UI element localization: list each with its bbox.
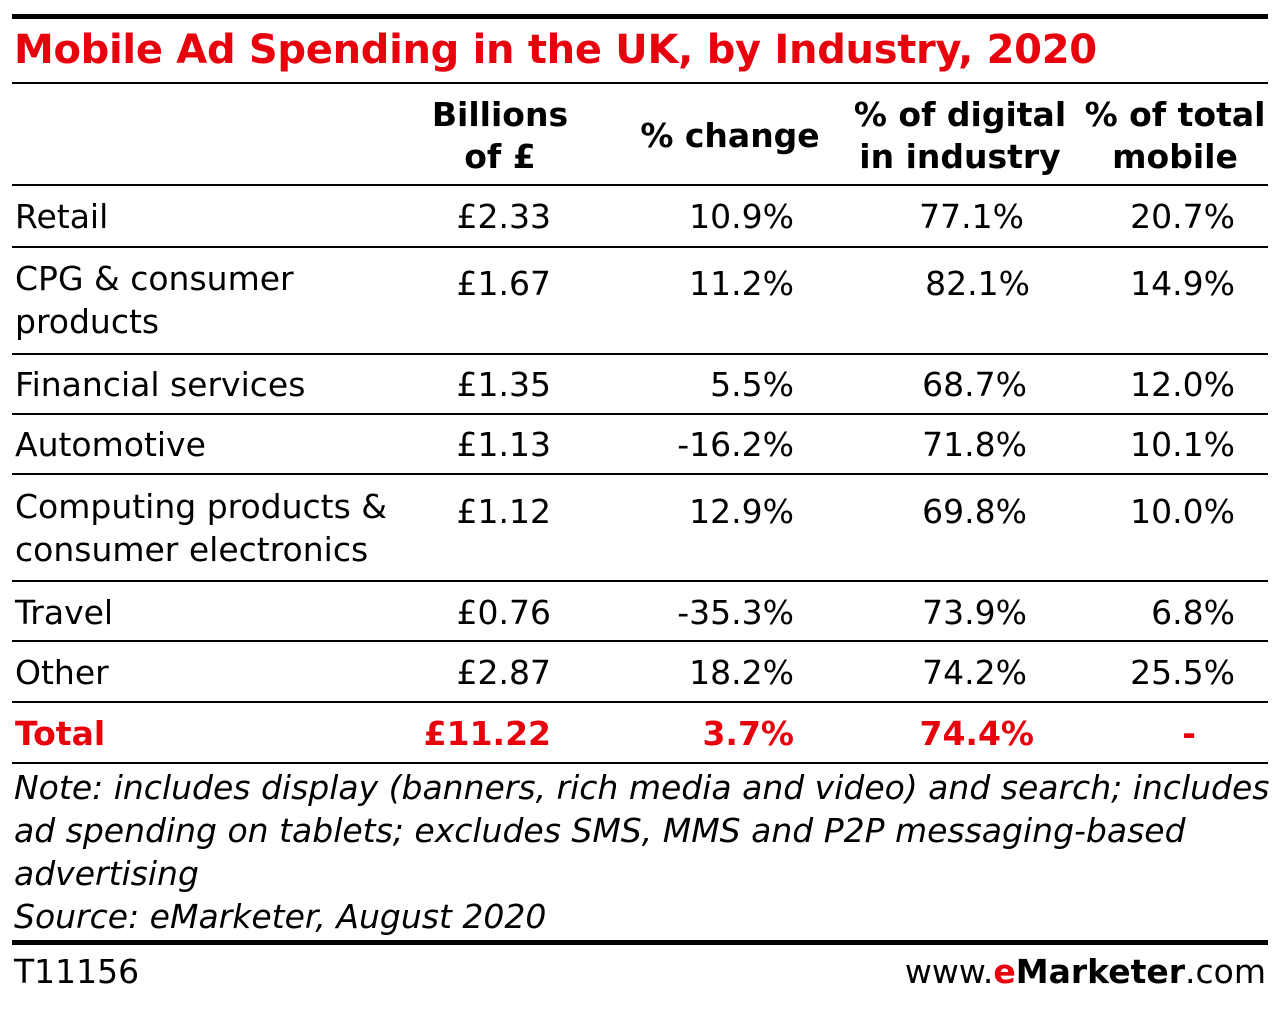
cell-computing-change: 12.9% bbox=[689, 492, 794, 531]
cell-financial-mobile: 12.0% bbox=[1130, 365, 1235, 404]
cell-financial-change: 5.5% bbox=[710, 365, 794, 404]
row-label-computing-line2: consumer electronics bbox=[15, 530, 369, 569]
note-line: ad spending on tablets; excludes SMS, MM… bbox=[14, 811, 1186, 850]
row-label-cpg: CPG & consumer products bbox=[15, 257, 294, 343]
row-label-travel: Travel bbox=[15, 593, 114, 632]
cell-total-billions: £11.22 bbox=[423, 714, 551, 753]
cell-other-billions: £2.87 bbox=[456, 653, 551, 692]
cell-financial-digital: 68.7% bbox=[922, 365, 1027, 404]
cell-total-digital: 74.4% bbox=[919, 714, 1035, 753]
cell-travel-digital: 73.9% bbox=[922, 593, 1027, 632]
row-divider bbox=[12, 413, 1268, 415]
header-total-mobile: % of total mobile bbox=[1080, 94, 1270, 178]
table-title: Mobile Ad Spending in the UK, by Industr… bbox=[14, 27, 1097, 73]
cell-cpg-billions: £1.67 bbox=[456, 264, 551, 303]
header-total-mobile-line1: % of total bbox=[1084, 95, 1266, 134]
row-label-cpg-line2: products bbox=[15, 302, 160, 341]
row-divider bbox=[12, 473, 1268, 475]
row-label-computing-line1: Computing products & bbox=[15, 487, 388, 526]
cell-other-digital: 74.2% bbox=[922, 653, 1027, 692]
brand-suffix: .com bbox=[1185, 952, 1266, 991]
row-label-financial: Financial services bbox=[15, 365, 306, 404]
cell-retail-digital: 77.1% bbox=[919, 197, 1024, 236]
brand-e: e bbox=[993, 952, 1016, 991]
row-divider bbox=[12, 640, 1268, 642]
cell-retail-change: 10.9% bbox=[689, 197, 794, 236]
note-line: Note: includes display (banners, rich me… bbox=[14, 768, 1270, 807]
title-rule bbox=[12, 82, 1268, 84]
cell-cpg-mobile: 14.9% bbox=[1130, 264, 1235, 303]
cell-total-change: 3.7% bbox=[702, 714, 794, 753]
note-line: advertising bbox=[14, 854, 199, 893]
header-rule bbox=[12, 184, 1268, 186]
brand-name: Marketer bbox=[1015, 952, 1186, 991]
header-billions-line2: of £ bbox=[464, 137, 536, 176]
cell-computing-mobile: 10.0% bbox=[1130, 492, 1235, 531]
cell-total-mobile: - bbox=[1182, 714, 1196, 753]
cell-cpg-digital: 82.1% bbox=[925, 264, 1030, 303]
cell-automotive-mobile: 10.1% bbox=[1130, 425, 1235, 464]
cell-retail-billions: £2.33 bbox=[456, 197, 551, 236]
top-rule bbox=[12, 14, 1268, 19]
header-billions: Billions of £ bbox=[425, 94, 575, 178]
cell-retail-mobile: 20.7% bbox=[1130, 197, 1235, 236]
cell-travel-billions: £0.76 bbox=[456, 593, 551, 632]
cell-travel-mobile: 6.8% bbox=[1151, 593, 1235, 632]
footer-rule bbox=[12, 940, 1268, 945]
header-change-line1: % change bbox=[640, 116, 820, 155]
cell-other-change: 18.2% bbox=[689, 653, 794, 692]
cell-automotive-digital: 71.8% bbox=[922, 425, 1027, 464]
total-rule bbox=[12, 762, 1268, 764]
header-digital-line1: % of digital bbox=[853, 95, 1067, 134]
row-label-total: Total bbox=[15, 714, 106, 753]
cell-automotive-billions: £1.13 bbox=[456, 425, 551, 464]
cell-computing-billions: £1.12 bbox=[456, 492, 551, 531]
cell-cpg-change: 11.2% bbox=[689, 264, 794, 303]
row-divider bbox=[12, 353, 1268, 355]
header-change: % change bbox=[630, 115, 830, 157]
row-divider bbox=[12, 701, 1268, 703]
cell-travel-change: -35.3% bbox=[677, 593, 794, 632]
table-note: Note: includes display (banners, rich me… bbox=[14, 766, 1269, 938]
row-label-computing: Computing products & consumer electronic… bbox=[15, 485, 387, 571]
row-divider bbox=[12, 580, 1268, 582]
cell-financial-billions: £1.35 bbox=[456, 365, 551, 404]
source-line: Source: eMarketer, August 2020 bbox=[14, 897, 547, 936]
table-id: T11156 bbox=[14, 952, 140, 991]
row-label-retail: Retail bbox=[15, 197, 109, 236]
row-divider bbox=[12, 246, 1268, 248]
header-digital-line2: in industry bbox=[859, 137, 1061, 176]
brand-url[interactable]: www.eMarketer.com bbox=[905, 952, 1266, 992]
cell-automotive-change: -16.2% bbox=[677, 425, 794, 464]
header-total-mobile-line2: mobile bbox=[1112, 137, 1238, 176]
header-digital: % of digital in industry bbox=[850, 94, 1070, 178]
cell-other-mobile: 25.5% bbox=[1130, 653, 1235, 692]
row-label-other: Other bbox=[15, 653, 109, 692]
header-billions-line1: Billions bbox=[431, 95, 569, 134]
row-label-automotive: Automotive bbox=[15, 425, 206, 464]
row-label-cpg-line1: CPG & consumer bbox=[15, 259, 294, 298]
cell-computing-digital: 69.8% bbox=[922, 492, 1027, 531]
brand-prefix: www. bbox=[904, 952, 994, 991]
